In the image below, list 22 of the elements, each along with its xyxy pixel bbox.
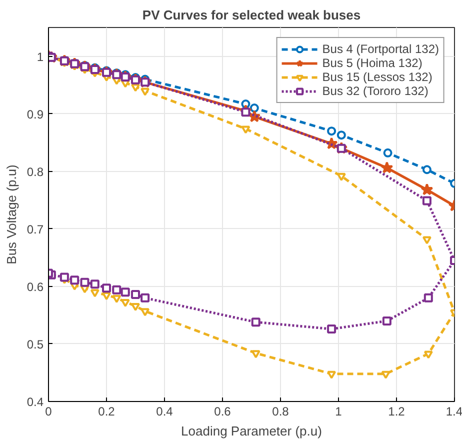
y-tick-label: 0.9 bbox=[26, 107, 44, 122]
y-tick-label: 0.8 bbox=[26, 164, 44, 179]
legend-label: Bus 32 (Tororo 132) bbox=[322, 84, 428, 98]
x-tick-label: 0.4 bbox=[156, 404, 174, 418]
y-tick-label: 1 bbox=[36, 50, 44, 64]
y-tick-label: 0.5 bbox=[26, 337, 44, 352]
x-tick-label: 0.8 bbox=[272, 404, 290, 418]
y-tick-label: 0.4 bbox=[26, 395, 44, 409]
y-axis-title: Bus Voltage (p.u) bbox=[4, 164, 19, 264]
legend-label: Bus 5 (Hoima 132) bbox=[322, 56, 422, 70]
x-tick-label: 1.2 bbox=[388, 404, 406, 418]
legend-label: Bus 15 (Lessos 132) bbox=[322, 70, 432, 84]
x-tick-label: 0.6 bbox=[214, 404, 232, 418]
chart-title: PV Curves for selected weak buses bbox=[142, 8, 361, 22]
legend-label: Bus 4 (Fortportal 132) bbox=[322, 42, 439, 56]
y-tick-label: 0.6 bbox=[26, 280, 44, 294]
y-tick-label: 0.7 bbox=[26, 222, 44, 236]
x-tick-label: 1 bbox=[335, 404, 342, 418]
x-axis-title: Loading Parameter (p.u) bbox=[181, 424, 322, 438]
x-tick-label: 1.4 bbox=[446, 404, 462, 418]
x-tick-label: 0 bbox=[45, 404, 52, 418]
x-tick-label: 0.2 bbox=[98, 404, 116, 418]
